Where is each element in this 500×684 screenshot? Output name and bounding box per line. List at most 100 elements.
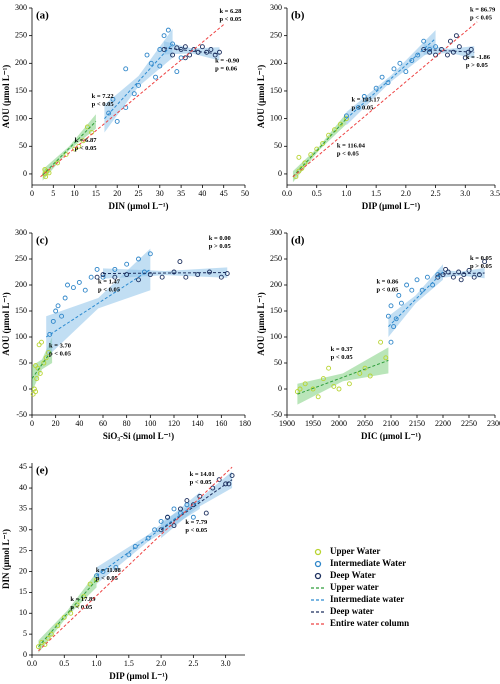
fit-annotation: k = 7.79 [185, 519, 208, 526]
x-tick-label: 1900 [279, 419, 295, 428]
y-tick-label: 50 [19, 141, 27, 150]
data-point [147, 272, 153, 278]
y-tick-label: 5 [23, 629, 27, 638]
y-tick-label: 100 [15, 113, 27, 122]
y-tick-label: 30 [19, 525, 27, 534]
data-point [397, 60, 403, 66]
y-tick-label: 150 [270, 86, 282, 95]
data-point [182, 44, 188, 50]
data-point [72, 146, 78, 152]
x-tick-label: 0.5 [59, 659, 69, 668]
y-tick-label: 10 [19, 608, 27, 617]
y-tick-label: 200 [270, 280, 282, 289]
data-point [147, 251, 153, 257]
data-point [55, 303, 61, 309]
data-point [362, 365, 368, 371]
data-point [409, 287, 415, 293]
data-point [320, 141, 326, 146]
data-point [218, 274, 224, 280]
x-tick-label: 100 [144, 419, 156, 428]
data-point [224, 271, 230, 277]
panel-label: (a) [36, 10, 49, 22]
fit-annotation: p < 0.05 [470, 14, 493, 21]
data-point [112, 274, 118, 280]
data-point [88, 274, 94, 280]
data-point [471, 274, 477, 280]
data-point [424, 274, 430, 280]
data-point [124, 261, 130, 267]
data-point [84, 124, 90, 130]
x-axis-title: DIP (μmol L⁻¹) [109, 671, 168, 681]
x-tick-label: 25 [135, 189, 143, 198]
data-point [177, 259, 183, 265]
data-point [50, 318, 56, 324]
x-tick-label: 80 [123, 419, 131, 428]
x-tick-label: 180 [239, 419, 251, 428]
x-tick-label: 20 [113, 189, 121, 198]
x-tick-label: 45 [220, 189, 228, 198]
fit-annotation: k = 0.00 [209, 235, 231, 242]
x-tick-label: 2.5 [188, 659, 198, 668]
y-tick-label: 50 [19, 358, 27, 367]
y-tick-label: 0 [23, 169, 27, 178]
data-point [141, 269, 147, 275]
x-tick-label: 2200 [435, 419, 451, 428]
y-tick-label: -50 [271, 410, 282, 419]
x-tick-label: 60 [99, 419, 107, 428]
y-tick-label: 100 [270, 113, 282, 122]
fit-line [38, 466, 233, 652]
y-tick-label: 15 [19, 587, 27, 596]
y-axis-title: AOU (μmol L⁻¹) [256, 65, 266, 129]
x-tick-label: 35 [177, 189, 185, 198]
data-point [76, 279, 82, 285]
data-point [379, 74, 385, 80]
data-point [391, 324, 397, 330]
data-point [63, 152, 69, 158]
data-point [296, 154, 302, 160]
data-point [458, 277, 464, 283]
fit-annotation: k = 7.22 [92, 93, 114, 100]
data-point [421, 38, 427, 44]
y-tick-label: 25 [19, 545, 27, 554]
fit-annotation: k = 1.47 [98, 279, 121, 286]
data-point [315, 394, 321, 400]
x-tick-label: 140 [192, 419, 204, 428]
x-tick-label: 3.0 [460, 189, 470, 198]
data-point [59, 313, 65, 319]
legend-label: Deep Water [330, 570, 376, 580]
data-point [170, 41, 176, 47]
data-point [302, 381, 308, 387]
data-point [153, 74, 158, 80]
y-tick-label: 150 [270, 306, 282, 315]
data-point [100, 272, 106, 278]
legend-marker [314, 548, 322, 556]
data-point [100, 569, 106, 574]
data-point [296, 168, 302, 174]
fit-annotation: p < 0.05 [376, 287, 399, 294]
y-tick-label: 300 [270, 3, 282, 12]
data-point [320, 376, 326, 382]
y-tick-label: 0 [23, 650, 27, 659]
data-point [34, 376, 40, 382]
fit-annotation: k = 0.37 [331, 346, 354, 353]
fit-annotation: p < 0.05 [98, 287, 121, 294]
fit-annotation: p < 0.05 [331, 354, 354, 361]
x-tick-label: 2.0 [156, 659, 166, 668]
data-point [171, 506, 177, 512]
y-tick-label: 300 [15, 228, 27, 237]
y-tick-label: 40 [19, 483, 27, 492]
data-point [216, 49, 222, 55]
data-point [136, 277, 141, 283]
y-tick-label: -50 [16, 410, 27, 419]
data-point [70, 285, 76, 291]
data-point [302, 160, 308, 166]
fit-line [160, 479, 233, 531]
data-point [208, 47, 214, 52]
y-tick-label: 150 [15, 306, 27, 315]
y-tick-label: 0 [278, 384, 282, 393]
x-tick-label: 0.0 [282, 189, 292, 198]
data-point [161, 33, 167, 39]
x-tick-label: 2.0 [401, 189, 411, 198]
data-point [383, 355, 389, 361]
data-point [336, 386, 342, 392]
